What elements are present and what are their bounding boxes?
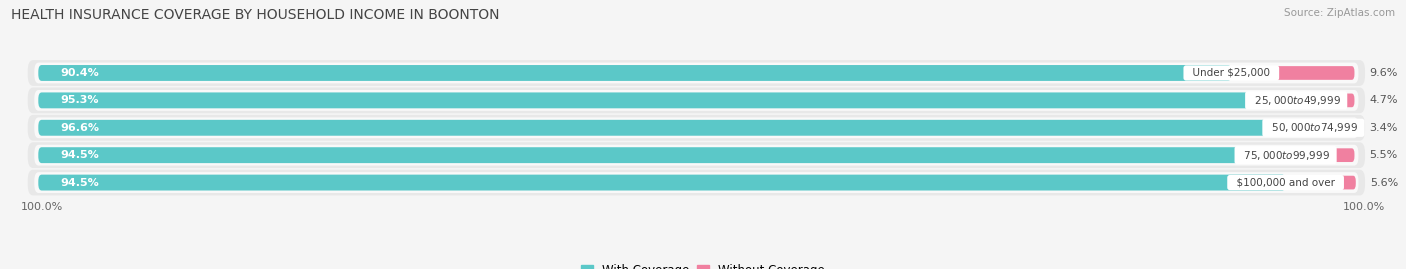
FancyBboxPatch shape xyxy=(38,65,1232,81)
Text: 5.5%: 5.5% xyxy=(1369,150,1398,160)
Text: 95.3%: 95.3% xyxy=(60,95,100,105)
FancyBboxPatch shape xyxy=(1315,121,1354,134)
Text: $25,000 to $49,999: $25,000 to $49,999 xyxy=(1247,94,1344,107)
FancyBboxPatch shape xyxy=(28,170,1365,196)
FancyBboxPatch shape xyxy=(1298,94,1354,107)
FancyBboxPatch shape xyxy=(34,117,1358,138)
Text: 90.4%: 90.4% xyxy=(60,68,100,78)
Text: 94.5%: 94.5% xyxy=(60,150,100,160)
Text: $75,000 to $99,999: $75,000 to $99,999 xyxy=(1237,149,1334,162)
FancyBboxPatch shape xyxy=(34,63,1358,83)
Text: 94.5%: 94.5% xyxy=(60,178,100,187)
FancyBboxPatch shape xyxy=(34,90,1358,111)
Text: $50,000 to $74,999: $50,000 to $74,999 xyxy=(1265,121,1362,134)
FancyBboxPatch shape xyxy=(38,93,1296,108)
FancyBboxPatch shape xyxy=(1233,66,1354,80)
Text: 5.6%: 5.6% xyxy=(1371,178,1399,187)
Text: Source: ZipAtlas.com: Source: ZipAtlas.com xyxy=(1284,8,1395,18)
FancyBboxPatch shape xyxy=(1286,148,1354,162)
FancyBboxPatch shape xyxy=(28,142,1365,168)
FancyBboxPatch shape xyxy=(34,172,1358,193)
Text: 96.6%: 96.6% xyxy=(60,123,100,133)
FancyBboxPatch shape xyxy=(38,175,1285,190)
FancyBboxPatch shape xyxy=(1286,176,1355,189)
Text: HEALTH INSURANCE COVERAGE BY HOUSEHOLD INCOME IN BOONTON: HEALTH INSURANCE COVERAGE BY HOUSEHOLD I… xyxy=(11,8,499,22)
Text: 9.6%: 9.6% xyxy=(1369,68,1398,78)
Text: 100.0%: 100.0% xyxy=(1343,202,1385,212)
Text: $100,000 and over: $100,000 and over xyxy=(1230,178,1341,187)
Text: 100.0%: 100.0% xyxy=(21,202,63,212)
Text: Under $25,000: Under $25,000 xyxy=(1187,68,1277,78)
Legend: With Coverage, Without Coverage: With Coverage, Without Coverage xyxy=(581,264,825,269)
FancyBboxPatch shape xyxy=(34,145,1358,166)
FancyBboxPatch shape xyxy=(28,60,1365,86)
FancyBboxPatch shape xyxy=(38,120,1313,136)
Text: 3.4%: 3.4% xyxy=(1369,123,1398,133)
FancyBboxPatch shape xyxy=(28,115,1365,141)
FancyBboxPatch shape xyxy=(28,87,1365,113)
Text: 4.7%: 4.7% xyxy=(1369,95,1398,105)
FancyBboxPatch shape xyxy=(38,147,1285,163)
